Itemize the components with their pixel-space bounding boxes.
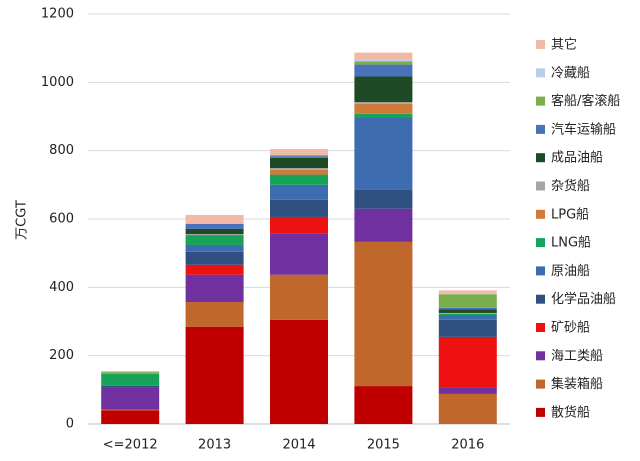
y-tick-label: 0 <box>66 417 74 432</box>
legend-swatch <box>536 153 545 163</box>
legend-label: 原油船 <box>551 264 590 279</box>
legend-label: LNG船 <box>551 236 591 251</box>
bar-segment <box>270 155 328 157</box>
bar-segment <box>270 184 328 200</box>
bar-segment <box>354 208 413 242</box>
legend-swatch <box>536 266 545 276</box>
bar-segment <box>270 199 328 217</box>
bar-segment <box>270 216 328 234</box>
bar-segment <box>185 228 244 235</box>
legend-label: 散货船 <box>551 404 590 420</box>
bar-segment <box>354 76 413 103</box>
bar-segment <box>270 169 328 175</box>
bar-segment <box>101 387 160 410</box>
x-tick-label: <=2012 <box>103 438 158 453</box>
bar-segment <box>438 315 497 320</box>
bar-segment <box>185 251 244 265</box>
bar-segment <box>438 309 497 313</box>
bar-segment <box>185 223 244 229</box>
bar-segment <box>270 148 328 156</box>
bar-segment <box>185 214 244 224</box>
bar-segment <box>354 52 413 60</box>
bar-segment <box>270 174 328 185</box>
y-tick-label: 1000 <box>41 75 74 90</box>
legend-label: 冷藏船 <box>551 66 590 81</box>
legend-label: 成品油船 <box>551 151 603 166</box>
bar-segment <box>270 319 328 424</box>
x-tick-label: 2015 <box>367 438 400 453</box>
y-tick-label: 1200 <box>41 7 74 22</box>
bar-segment <box>270 157 328 169</box>
bar-segment <box>438 294 497 308</box>
legend-swatch <box>536 209 545 219</box>
bar-segment <box>101 409 160 411</box>
bar-segment <box>185 244 244 252</box>
legend-label: 集装箱船 <box>551 376 603 392</box>
bar-segment <box>101 373 160 386</box>
legend-swatch <box>536 407 545 417</box>
bar-segment <box>438 290 497 294</box>
legend-label: LPG船 <box>551 207 589 222</box>
bar-segment <box>438 319 497 337</box>
legend-swatch <box>536 68 545 78</box>
bar-segment <box>101 385 160 388</box>
y-tick-label: 800 <box>49 143 74 158</box>
legend-label: 其它 <box>551 37 577 53</box>
bar-segment <box>354 59 413 62</box>
bar-segment <box>438 313 497 316</box>
bar-segment <box>185 264 244 275</box>
bar-segment <box>438 293 497 295</box>
bar-segment <box>438 336 497 388</box>
legend-swatch <box>536 96 545 106</box>
bar-segment <box>185 326 244 424</box>
bar-segment <box>354 386 413 424</box>
legend-label: 汽车运输船 <box>551 121 616 137</box>
x-tick-label: 2016 <box>451 438 484 453</box>
bar-segment <box>438 307 497 310</box>
bar-segment <box>354 117 413 190</box>
legend-label: 海工类船 <box>551 349 603 364</box>
x-tick-label: 2013 <box>198 438 231 453</box>
bar-segment <box>438 387 497 394</box>
bar-segment <box>185 234 244 236</box>
legend-swatch <box>536 323 545 332</box>
legend-swatch <box>536 124 545 134</box>
legend-swatch <box>536 379 545 389</box>
bar-segment <box>354 102 413 104</box>
bar-segment <box>270 233 328 275</box>
bar-segment <box>354 189 413 209</box>
legend-label: 杂货船 <box>551 178 590 194</box>
bar-segment <box>101 372 160 374</box>
legend-swatch <box>536 181 545 191</box>
legend-swatch <box>536 294 545 304</box>
legend-label: 矿砂船 <box>551 321 590 336</box>
legend-label: 化学品油船 <box>551 291 616 307</box>
bar-segment <box>354 113 413 118</box>
bar-segment <box>185 302 244 327</box>
y-tick-label: 200 <box>49 348 74 363</box>
x-tick-label: 2014 <box>282 438 315 453</box>
bar-segment <box>354 64 413 77</box>
bar-segment <box>438 393 497 424</box>
bar-segment <box>270 156 328 158</box>
y-tick-label: 600 <box>49 212 74 227</box>
bar-segment <box>438 312 497 314</box>
bar-segment <box>101 371 160 373</box>
y-axis-label: 万CGT <box>15 200 30 240</box>
legend-label: 客船/客滚船 <box>551 93 620 109</box>
legend-swatch <box>536 238 545 248</box>
bar-segment <box>354 103 413 114</box>
bar-segment <box>270 274 328 320</box>
bar-segment <box>270 168 328 170</box>
bar-segment <box>185 274 244 303</box>
bar-segment <box>101 410 160 424</box>
legend-swatch <box>536 40 545 49</box>
legend-swatch <box>536 351 545 361</box>
bar-segment <box>185 235 244 245</box>
bar-segment <box>354 61 413 65</box>
y-tick-label: 400 <box>49 280 74 295</box>
bar-segment <box>354 241 413 387</box>
